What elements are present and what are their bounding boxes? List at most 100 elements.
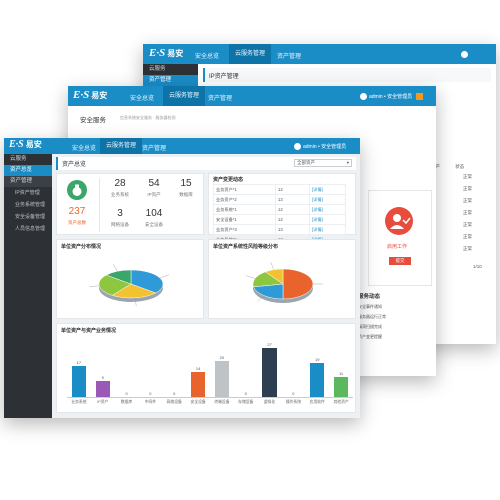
feed-item[interactable]: 安全事件通知 [358,304,382,309]
pie-slice[interactable] [253,283,284,300]
pie-slice[interactable] [264,268,284,285]
stat-value: 28 [114,178,126,189]
pie-leader-line [270,262,274,270]
total-assets-value: 237 [68,206,86,217]
tab-overview[interactable]: 安全总览 [130,96,155,102]
sidebar-item-asset-management[interactable]: 资产管理 [4,176,52,187]
bar-category-label: 网络设备 [166,400,182,404]
bar-chart-categories: 业务系统 IP资产 数据库 中间件 网络设备 安全设备 终端设备 存储设备 虚拟化 操作系统 应用软… [67,400,353,410]
stats-panel: 237 资产总数 28 业务系统 54 IP资产 15 数据库 3 网络设备 1… [56,173,204,235]
bar[interactable] [214,361,230,397]
pie-slice[interactable] [105,269,132,285]
tab-cloud-services[interactable]: 云服务管理 [229,44,272,64]
feed-item[interactable]: 资产变更提醒 [358,334,382,339]
pie-slice[interactable] [282,268,314,300]
bar-category-label: 数据库 [120,400,133,404]
total-assets-label: 资产总数 [68,220,86,225]
tab-overview[interactable]: 安全总览 [195,54,220,60]
sidebar-subitem-ip[interactable]: IP资产管理 [15,190,40,196]
pie-chart-distribution [89,263,170,306]
asset-filter-dropdown[interactable]: 全部资产 ▾ [294,159,352,167]
status-cell: 正常 [463,234,472,239]
status-cell: 正常 [463,222,472,227]
bar-value-label: 11 [339,371,344,377]
table-row: 业务资产*2 13 [详情] [213,194,346,205]
status-cell: 正常 [463,198,472,203]
status-cell: 正常 [463,210,472,215]
sidebar-item-cloud[interactable]: 云服务 [10,156,27,162]
pie-slice[interactable] [111,283,157,299]
sidebar-subitem-security-device[interactable]: 安全设备管理 [15,214,46,220]
page-title: IP资产管理 [209,74,239,80]
bar-value-label: 19 [315,356,320,362]
bar-value-label: 27 [267,342,272,348]
sidebar-subitem-business[interactable]: 业务系统管理 [15,202,46,208]
window2-topbar: E·S 易安 安全总览 云服务管理 资产管理 admin • 安全管理员 [68,86,436,106]
bar-value-label: 0 [125,391,128,396]
tab-overview[interactable]: 安全总览 [72,146,97,152]
submit-button[interactable]: 提交 [389,257,411,265]
bar-category-label: 其他资产 [333,400,349,404]
bar[interactable] [95,380,110,397]
chevron-down-icon: ▾ [346,160,349,165]
pie-leader-line [134,297,137,306]
cell-name: 业务资产*3 [213,224,276,235]
cell-count: 13 [275,224,310,235]
pie-leader-line [159,274,170,279]
pie-slice[interactable] [130,269,164,294]
pager[interactable]: 1/10 [473,264,482,269]
bar-category-label: 安全设备 [190,400,206,404]
status-list: 正常 正常 正常 正常 正常 正常 正常 [431,174,491,258]
bar-value-label: 9 [101,374,104,380]
tab-cloud-services[interactable]: 云服务管理 [100,138,143,154]
cell-detail-link[interactable]: [详情] [309,184,346,195]
bar-value-label: 0 [173,391,176,396]
cell-count: 12 [275,204,310,215]
user-menu[interactable]: admin • 安全管理员 [294,143,346,151]
sidebar-subitem-personnel[interactable]: 人员信息管理 [15,226,46,232]
feed-item[interactable]: 服务器运行正常 [358,314,386,319]
feed-title: 服务动态 [358,294,381,300]
status-cell: 正常 [463,174,472,179]
work-card-title: 启用工作 [387,244,408,250]
sidebar-item-cloud[interactable]: 云服务 [149,66,166,72]
pie-panel-distribution: 单位资产分布情况 [56,239,204,319]
stat-label: 数据库 [179,192,193,197]
cell-count: 12 [275,214,310,225]
user-menu[interactable]: admin • 安全管理员 [360,93,424,101]
sidebar-item-assets[interactable]: 资产管理 [143,75,198,86]
bar[interactable] [333,377,349,397]
cell-name: 业务系统*1 [213,204,276,215]
bar-value-label: 20 [219,355,225,360]
tab-asset-management[interactable]: 资产管理 [208,96,233,102]
bar-value-label: 17 [76,360,82,366]
bar-category-label: 业务系统 [71,400,87,404]
tab-asset-management[interactable]: 资产管理 [277,54,302,60]
feed-item[interactable]: 漏洞扫描完成 [358,324,382,329]
tab-cloud-services[interactable]: 云服务管理 [163,86,206,106]
user-menu[interactable] [461,51,470,58]
pie2-title: 单位资产系统性风险等级分布 [213,244,279,250]
page-title: 资产总览 [62,162,87,168]
tab-asset-management[interactable]: 资产管理 [142,146,167,152]
bar[interactable] [190,371,206,397]
sidebar-item-asset-overview[interactable]: 资产总览 [4,165,52,176]
bar[interactable] [310,362,325,397]
bar-chart: 17 9 0 0 0 14 20 0 27 0 19 11 [67,342,353,398]
bar[interactable] [71,366,87,397]
cell-detail-link[interactable]: [详情] [309,204,346,215]
stat-value: 15 [180,178,192,189]
bar[interactable] [262,348,277,397]
cell-detail-link[interactable]: [详情] [309,194,346,205]
page-title: 安全服务 [80,117,106,124]
pie-slice[interactable] [98,274,132,296]
notification-button[interactable] [416,93,424,101]
table-row: 业务资产*1 12 [详情] [213,184,346,195]
status-cell: 正常 [463,186,472,191]
table-row: 业务资产*3 13 [详情] [213,224,346,235]
cell-detail-link[interactable]: [详情] [309,214,346,225]
status-cell: 正常 [463,246,472,251]
stat-value: 54 [148,178,160,189]
cell-detail-link[interactable]: [详情] [309,224,346,235]
